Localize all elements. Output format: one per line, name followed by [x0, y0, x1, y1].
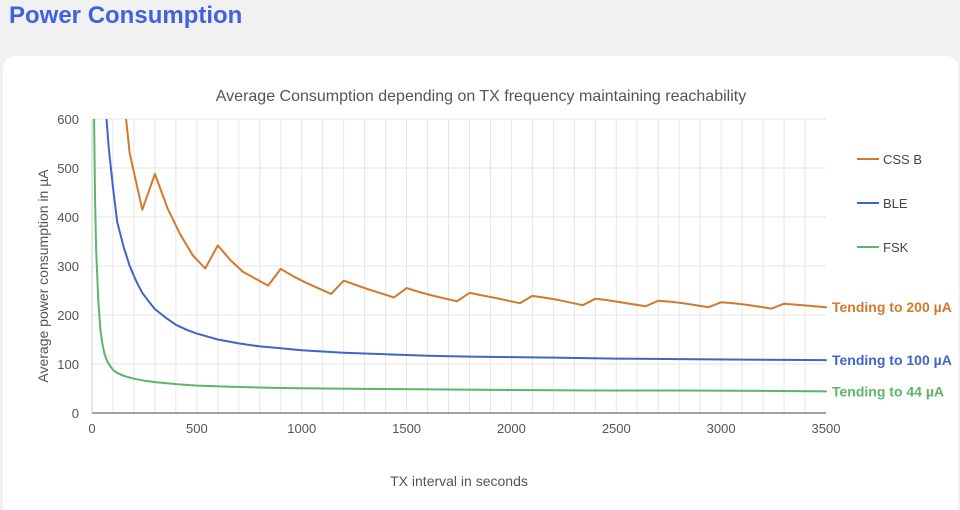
y-tick-labels: 0 100 200 300 400 500 600: [57, 112, 79, 421]
annotations: Tending to 200 µA Tending to 100 µA Tendin…: [832, 299, 952, 399]
tending-annotation: Tending to 44 µA: [832, 383, 944, 399]
y-tick-label: 600: [57, 112, 79, 127]
series-lines: [93, 119, 827, 393]
series-line-fsk: [93, 119, 827, 393]
y-tick-label: 400: [57, 210, 79, 225]
tending-annotation: Tending to 100 µA: [832, 352, 952, 368]
x-tick-labels: 0 500 1000 1500 2000 2500 3000 3500: [88, 421, 840, 436]
x-tick-label: 1500: [392, 421, 421, 436]
axes: [91, 119, 826, 414]
legend-label: CSS B: [883, 152, 922, 167]
y-tick-label: 500: [57, 161, 79, 176]
y-tick-label: 200: [57, 308, 79, 323]
x-tick-label: 2500: [602, 421, 631, 436]
y-tick-label: 100: [57, 357, 79, 372]
legend-label: BLE: [883, 196, 908, 211]
x-tick-label: 3000: [707, 421, 736, 436]
series-line-ble: [105, 119, 827, 362]
page-heading: Power Consumption: [9, 2, 243, 29]
grid-lines: [92, 118, 826, 413]
y-axis-title: Average power consumption in µA: [35, 169, 51, 383]
x-tick-label: 3500: [812, 421, 841, 436]
chart-title: Average Consumption depending on TX freq…: [216, 88, 746, 105]
series-line-css-b: [125, 119, 827, 310]
y-tick-label: 0: [72, 406, 79, 421]
tending-annotation: Tending to 200 µA: [832, 299, 952, 315]
legend-label: FSK: [883, 240, 909, 255]
x-tick-label: 0: [88, 421, 95, 436]
x-axis-title: TX interval in seconds: [390, 473, 528, 489]
consumption-chart: Average Consumption depending on TX freq…: [35, 88, 952, 489]
x-tick-label: 500: [186, 421, 208, 436]
x-tick-label: 2000: [497, 421, 526, 436]
legend: CSS B BLE FSK: [857, 152, 922, 255]
y-tick-label: 300: [57, 259, 79, 274]
chart-card: Average Consumption depending on TX freq…: [3, 56, 958, 510]
x-tick-label: 1000: [287, 421, 316, 436]
